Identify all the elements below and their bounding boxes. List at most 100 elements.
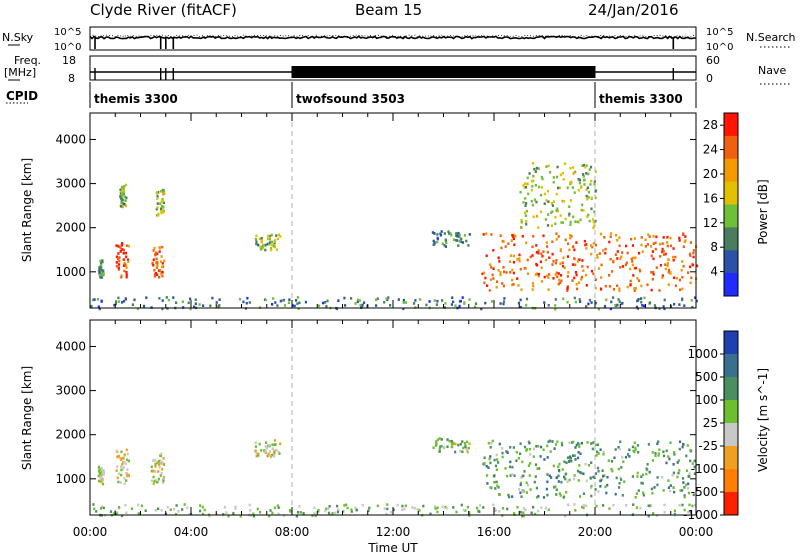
range-gate-cell	[492, 277, 495, 280]
range-gate-cell	[267, 444, 271, 447]
range-gate-cell	[586, 197, 589, 201]
range-gate-cell	[523, 267, 526, 270]
range-gate-cell	[254, 449, 257, 453]
range-gate-cell	[601, 469, 604, 472]
range-gate-cell	[585, 172, 588, 175]
range-gate-cell	[155, 266, 158, 269]
range-gate-cell	[133, 298, 136, 302]
range-gate-cell	[597, 452, 600, 455]
range-gate-cell	[142, 304, 146, 308]
range-gate-cell	[468, 298, 471, 301]
range-gate-cell	[687, 271, 690, 274]
range-gate-cell	[604, 485, 607, 489]
range-gate-cell	[665, 461, 668, 465]
range-gate-cell	[690, 298, 693, 302]
range-gate-cell	[114, 302, 117, 306]
range-gate-cell	[574, 263, 577, 267]
range-gate-cell	[124, 297, 127, 301]
search-label: N.Search	[746, 31, 796, 44]
range-gate-cell	[125, 271, 128, 274]
range-gate-cell	[554, 307, 557, 311]
range-gate-cell	[637, 251, 641, 255]
colorbar-tick-label: 12	[703, 216, 718, 230]
power-ylabel: Slant Range [km]	[20, 158, 34, 262]
range-gate-cell	[120, 274, 123, 277]
range-gate-cell	[268, 450, 272, 453]
range-gate-cell	[661, 247, 664, 251]
range-gate-cell	[531, 185, 534, 188]
range-gate-cell	[636, 307, 639, 310]
range-gate-cell	[561, 261, 564, 264]
range-gate-cell	[188, 513, 191, 516]
range-gate-cell	[125, 275, 128, 279]
range-gate-cell	[131, 303, 134, 306]
range-gate-cell	[473, 305, 477, 309]
range-gate-cell	[614, 492, 617, 496]
range-gate-cell	[559, 494, 562, 497]
range-gate-cell	[494, 464, 498, 468]
range-gate-cell	[668, 457, 671, 461]
range-gate-cell	[681, 287, 684, 291]
range-gate-cell	[608, 507, 611, 510]
range-gate-cell	[574, 300, 577, 304]
range-gate-cell	[115, 469, 118, 472]
range-gate-cell	[585, 164, 588, 167]
range-gate-cell	[617, 446, 620, 449]
time-tick-label: 08:00	[275, 525, 310, 539]
range-gate-cell	[545, 241, 548, 244]
range-gate-cell	[122, 187, 125, 191]
range-gate-cell	[525, 303, 528, 307]
range-gate-cell	[536, 444, 540, 448]
range-gate-cell	[573, 257, 576, 260]
range-gate-cell	[154, 465, 157, 468]
range-gate-cell	[322, 301, 325, 305]
range-gate-cell	[527, 464, 530, 467]
range-gate-cell	[618, 244, 621, 248]
range-gate-cell	[117, 245, 121, 248]
range-gate-cell	[137, 512, 140, 516]
range-gate-cell	[530, 199, 533, 203]
range-gate-cell	[100, 273, 103, 276]
range-gate-cell	[571, 441, 574, 444]
range-gate-cell	[596, 443, 600, 447]
range-gate-cell	[255, 452, 258, 455]
range-gate-cell	[461, 440, 464, 443]
range-gate-cell	[161, 262, 164, 265]
range-gate-cell	[676, 461, 679, 464]
range-gate-cell	[122, 466, 125, 469]
range-gate-cell	[175, 301, 178, 304]
range-gate-cell	[647, 514, 650, 518]
range-gate-cell	[387, 296, 390, 299]
range-gate-cell	[509, 254, 513, 257]
range-gate-cell	[512, 260, 516, 264]
range-gate-cell	[614, 253, 617, 256]
range-gate-cell	[570, 234, 573, 238]
range-gate-cell	[642, 304, 645, 308]
range-gate-cell	[432, 446, 435, 449]
range-gate-cell	[298, 301, 301, 305]
range-gate-cell	[681, 260, 684, 263]
range-gate-cell	[540, 266, 543, 269]
range-gate-cell	[675, 277, 678, 280]
range-gate-cell	[438, 447, 441, 451]
range-gate-cell	[375, 304, 378, 307]
range-gate-cell	[549, 171, 552, 174]
range-gate-cell	[403, 507, 406, 511]
range-gate-cell	[502, 240, 505, 243]
scatter-region-0	[97, 465, 105, 486]
range-gate-cell	[526, 272, 530, 275]
range-gate-cell	[273, 439, 277, 442]
range-gate-cell	[585, 194, 588, 198]
range-gate-cell	[673, 276, 676, 280]
range-gate-cell	[672, 247, 675, 250]
range-gate-cell	[508, 260, 512, 263]
range-gate-cell	[568, 478, 571, 482]
range-gate-cell	[264, 248, 267, 252]
range-gate-cell	[532, 447, 535, 451]
range-gate-cell	[455, 232, 458, 235]
range-gate-cell	[150, 479, 154, 483]
range-gate-cell	[616, 257, 619, 260]
range-gate-cell	[130, 507, 133, 510]
range-gate-cell	[652, 272, 655, 276]
